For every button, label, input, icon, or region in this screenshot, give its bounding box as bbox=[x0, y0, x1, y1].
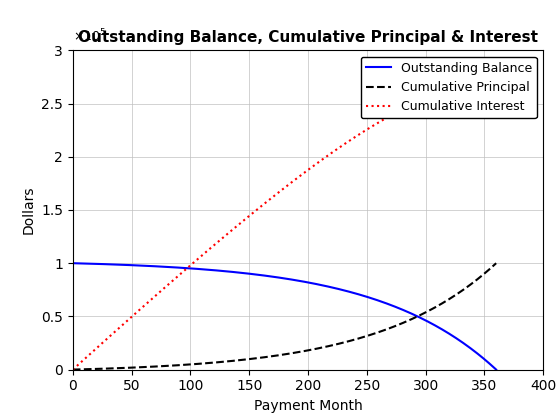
Cumulative Principal bbox=[310, 347, 317, 352]
Cumulative Interest bbox=[69, 367, 76, 372]
Cumulative Principal bbox=[148, 364, 155, 369]
Outstanding Balance bbox=[441, 328, 448, 333]
Cumulative Interest bbox=[493, 79, 500, 84]
Outstanding Balance bbox=[310, 281, 317, 286]
Cumulative Interest bbox=[441, 89, 448, 94]
Line: Cumulative Interest: Cumulative Interest bbox=[73, 82, 496, 370]
Text: $\times10^5$: $\times10^5$ bbox=[73, 27, 106, 44]
X-axis label: Payment Month: Payment Month bbox=[254, 399, 362, 413]
Cumulative Principal bbox=[81, 367, 88, 372]
Cumulative Interest bbox=[148, 297, 155, 302]
Y-axis label: Dollars: Dollars bbox=[21, 186, 35, 234]
Outstanding Balance bbox=[148, 264, 155, 269]
Line: Outstanding Balance: Outstanding Balance bbox=[73, 263, 496, 370]
Line: Cumulative Principal: Cumulative Principal bbox=[73, 263, 496, 370]
Cumulative Interest bbox=[325, 153, 332, 158]
Outstanding Balance bbox=[493, 367, 500, 372]
Cumulative Principal bbox=[441, 299, 448, 304]
Outstanding Balance bbox=[81, 261, 88, 266]
Legend: Outstanding Balance, Cumulative Principal, Cumulative Interest: Outstanding Balance, Cumulative Principa… bbox=[361, 57, 537, 118]
Cumulative Interest bbox=[334, 146, 340, 151]
Outstanding Balance bbox=[334, 286, 340, 291]
Cumulative Interest bbox=[310, 163, 317, 168]
Cumulative Interest bbox=[81, 357, 88, 362]
Title: Outstanding Balance, Cumulative Principal & Interest: Outstanding Balance, Cumulative Principa… bbox=[78, 30, 538, 45]
Cumulative Principal bbox=[334, 341, 340, 346]
Outstanding Balance bbox=[325, 284, 332, 289]
Cumulative Principal bbox=[69, 367, 76, 372]
Outstanding Balance bbox=[69, 261, 76, 266]
Cumulative Principal bbox=[493, 261, 500, 266]
Cumulative Principal bbox=[325, 344, 332, 349]
